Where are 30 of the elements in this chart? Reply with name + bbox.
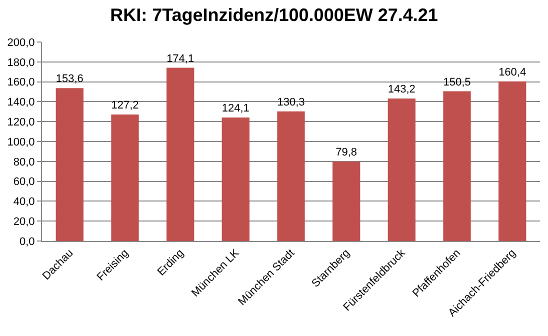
- bar: [56, 88, 84, 241]
- data-label: 150,5: [443, 76, 471, 88]
- y-tick-label: 160,0: [7, 76, 35, 89]
- data-label: 174,1: [166, 52, 194, 65]
- data-label: 124,1: [222, 102, 250, 115]
- bar: [166, 68, 194, 241]
- y-tick-label: 0,0: [20, 236, 35, 248]
- y-tick-label: 140,0: [7, 96, 35, 109]
- data-label: 143,2: [388, 84, 416, 96]
- chart-title: RKI: 7TageInzidenz/100.000EW 27.4.21: [110, 5, 438, 25]
- bar: [111, 114, 139, 241]
- bar: [443, 91, 471, 241]
- bar: [332, 162, 360, 241]
- y-tick-label: 60,0: [13, 176, 35, 188]
- y-tick-label: 100,0: [7, 136, 35, 148]
- y-tick-label: 200,0: [7, 36, 35, 49]
- y-tick-label: 180,0: [7, 56, 35, 69]
- bar: [498, 81, 526, 241]
- bar: [277, 111, 305, 241]
- y-tick-label: 40,0: [13, 196, 35, 208]
- data-label: 153,6: [56, 73, 84, 86]
- bar: [222, 118, 250, 241]
- y-tick-label: 120,0: [7, 116, 35, 128]
- data-label: 130,3: [277, 96, 305, 108]
- data-label: 127,2: [111, 99, 139, 112]
- y-tick-label: 80,0: [13, 156, 35, 168]
- data-label: 160,4: [498, 66, 526, 78]
- y-tick-label: 20,0: [13, 216, 35, 228]
- data-label: 79,8: [336, 146, 358, 159]
- bar: [388, 98, 416, 241]
